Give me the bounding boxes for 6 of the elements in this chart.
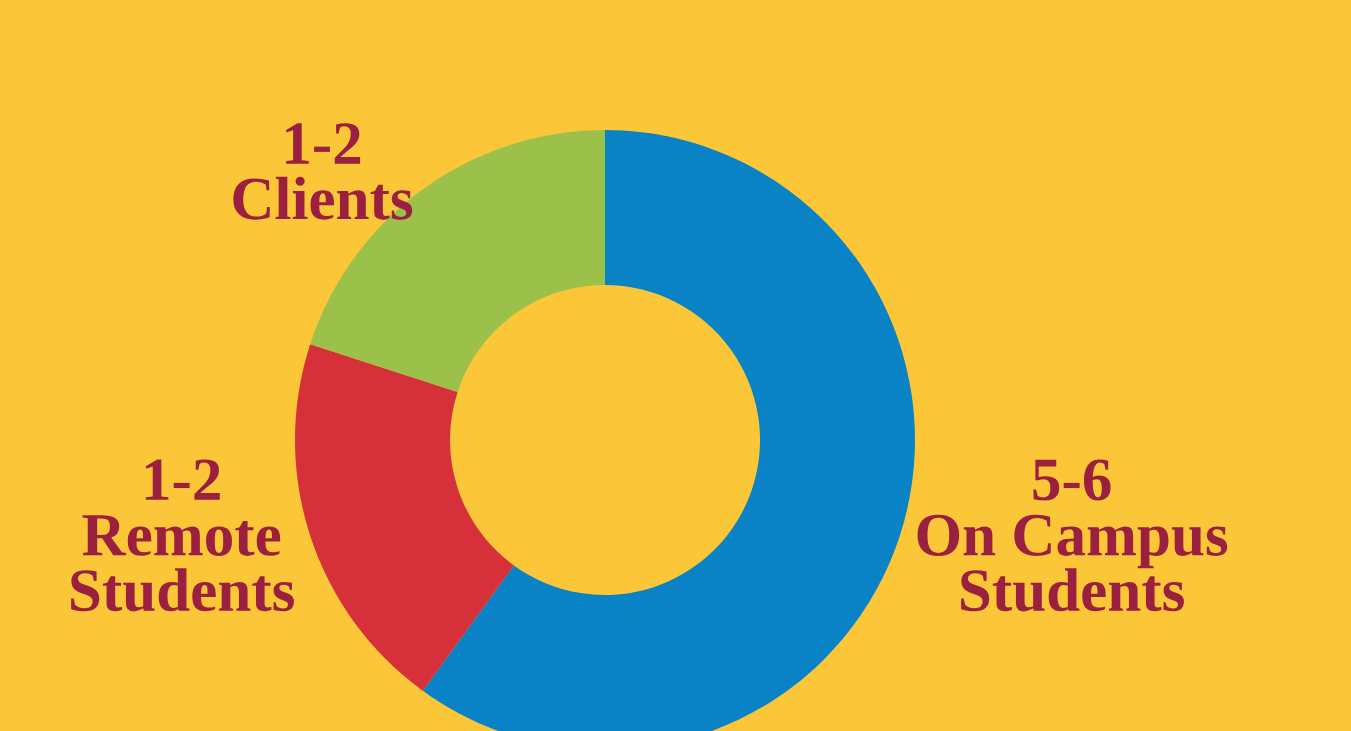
data-label: 1-2: [286, 123, 361, 164]
slice-label: Clients: [233, 176, 413, 220]
slice-label: Remote Students: [71, 515, 294, 612]
data-label: 1-2: [145, 459, 220, 500]
data-label: 5-6: [1033, 459, 1111, 501]
slice-label: On Campus Students: [917, 514, 1228, 612]
